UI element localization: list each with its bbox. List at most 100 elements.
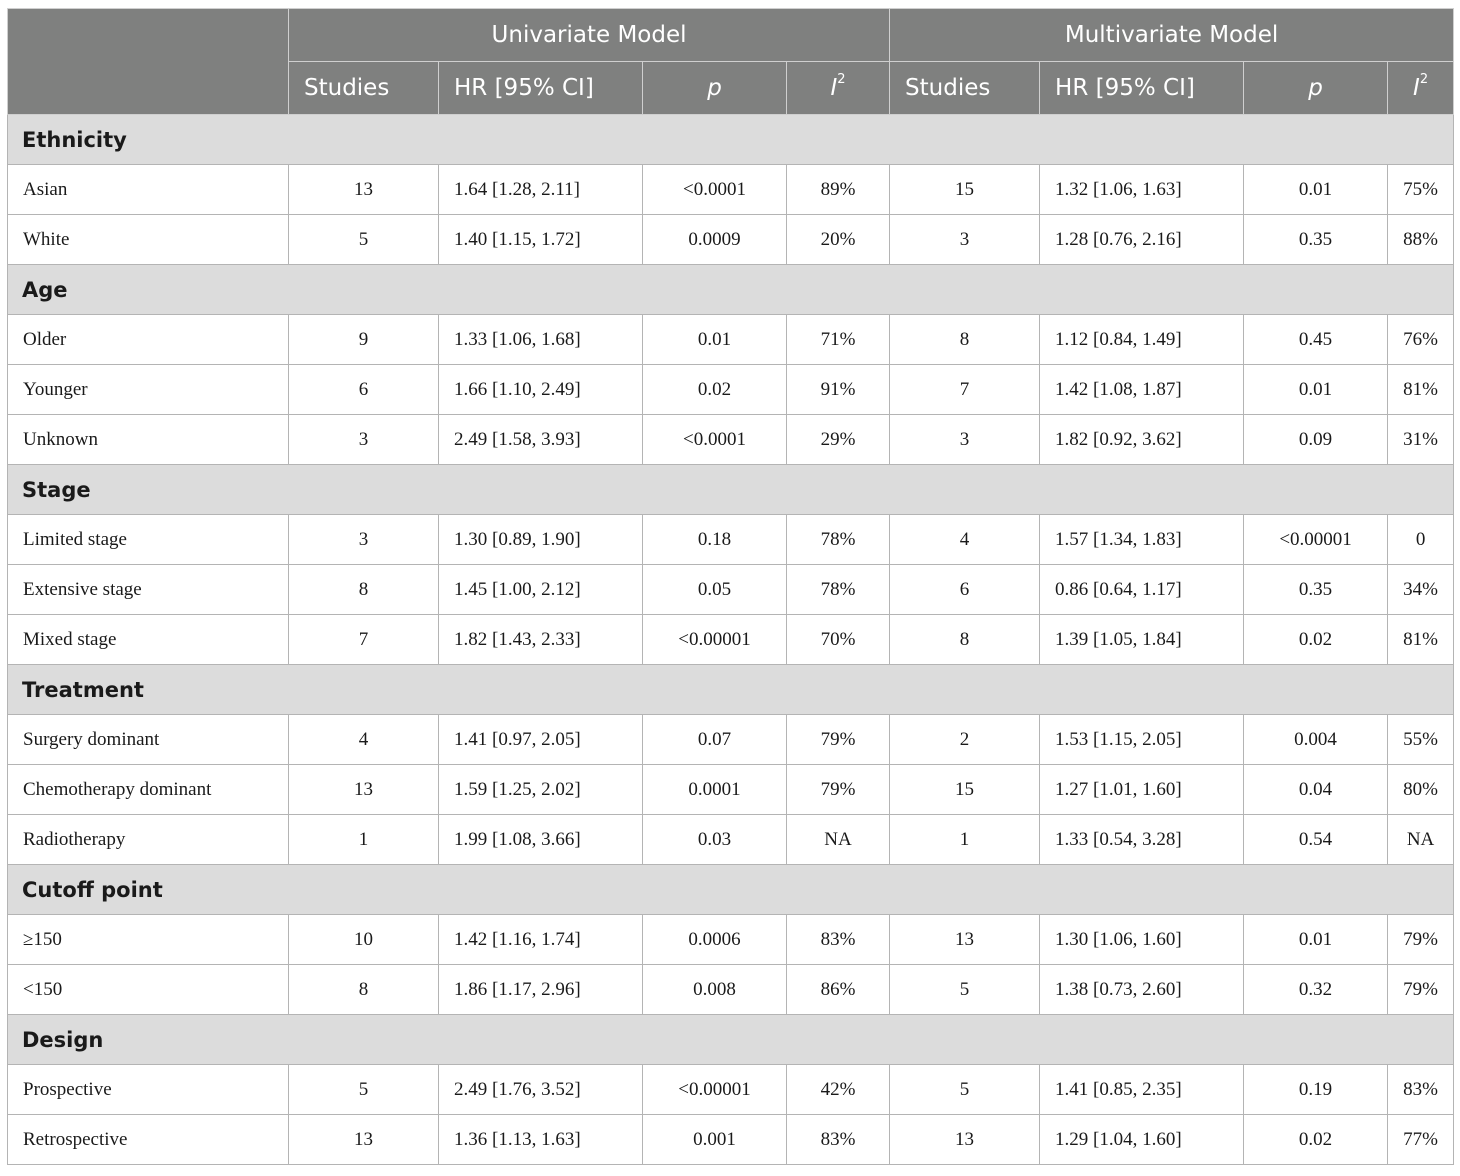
multivariate-hr-cell: 1.82 [0.92, 3.62] [1039, 414, 1245, 465]
multivariate-hr-cell: 1.33 [0.54, 3.28] [1039, 814, 1245, 865]
univariate-i2-cell: 20% [785, 214, 891, 265]
univariate-i2-cell: 42% [785, 1064, 891, 1115]
multivariate-hr-cell: 1.38 [0.73, 2.60] [1039, 964, 1245, 1015]
multivariate-i2-header: I2 [1387, 61, 1455, 115]
group-title: Stage [6, 464, 1455, 515]
multivariate-studies-cell: 3 [889, 214, 1041, 265]
univariate-hr-cell: 1.59 [1.25, 2.02] [438, 764, 643, 815]
univariate-i2-cell: 78% [785, 564, 891, 615]
multivariate-studies-cell: 5 [889, 964, 1041, 1015]
multivariate-studies-cell: 15 [889, 164, 1041, 215]
multivariate-p-cell: 0.54 [1243, 814, 1389, 865]
table-row: Older 9 1.33 [1.06, 1.68] 0.01 71% 8 1.12 [0.8… [7, 314, 1455, 365]
univariate-i2-cell: 70% [785, 614, 891, 665]
multivariate-i2-cell: 81% [1387, 364, 1455, 415]
univariate-hr-cell: 1.41 [0.97, 2.05] [438, 714, 643, 765]
univariate-studies-cell: 8 [288, 964, 439, 1015]
multivariate-i2-cell: 31% [1387, 414, 1455, 465]
multivariate-studies-cell: 6 [889, 564, 1041, 615]
multivariate-studies-cell: 7 [889, 364, 1041, 415]
univariate-hr-cell: 2.49 [1.58, 3.93] [438, 414, 643, 465]
univariate-p-cell: 0.0001 [642, 764, 787, 815]
table-row: Radiotherapy 1 1.99 [1.08, 3.66] 0.03 NA 1 1.3… [7, 814, 1455, 865]
row-label: Younger [7, 364, 289, 415]
multivariate-hr-cell: 1.32 [1.06, 1.63] [1039, 164, 1245, 215]
multivariate-studies-header: Studies [889, 61, 1041, 115]
univariate-p-header: p [642, 61, 787, 115]
univariate-hr-cell: 2.49 [1.76, 3.52] [438, 1064, 643, 1115]
univariate-hr-cell: 1.64 [1.28, 2.11] [438, 164, 643, 215]
table-row: Prospective 5 2.49 [1.76, 3.52] <0.00001 42%… [7, 1064, 1455, 1115]
multivariate-i2-cell: 80% [1387, 764, 1455, 815]
multivariate-hr-cell: 1.30 [1.06, 1.60] [1039, 914, 1245, 965]
univariate-p-cell: 0.01 [642, 314, 787, 365]
multivariate-p-cell: 0.32 [1243, 964, 1389, 1015]
group-header-row: Stage [6, 464, 1455, 515]
univariate-p-cell: 0.07 [642, 714, 787, 765]
table-row: White 5 1.40 [1.15, 1.72] 0.0009 20% 3 1.28 [0… [7, 214, 1455, 265]
multivariate-studies-cell: 13 [889, 1114, 1041, 1165]
row-label: Retrospective [7, 1114, 289, 1165]
row-label: Surgery dominant [7, 714, 289, 765]
multivariate-p-cell: 0.01 [1243, 914, 1389, 965]
univariate-i2-header: I2 [785, 61, 891, 115]
univariate-i2-cell: 29% [785, 414, 891, 465]
row-label: Unknown [7, 414, 289, 465]
multivariate-i2-cell: 77% [1387, 1114, 1455, 1165]
multivariate-hr-cell: 1.57 [1.34, 1.83] [1039, 514, 1245, 565]
multivariate-hr-cell: 1.29 [1.04, 1.60] [1039, 1114, 1245, 1165]
univariate-hr-cell: 1.40 [1.15, 1.72] [438, 214, 643, 265]
multivariate-p-cell: 0.01 [1243, 364, 1389, 415]
univariate-studies-cell: 3 [288, 414, 439, 465]
univariate-hr-cell: 1.86 [1.17, 2.96] [438, 964, 643, 1015]
univariate-p-cell: 0.008 [642, 964, 787, 1015]
multivariate-hr-cell: 1.12 [0.84, 1.49] [1039, 314, 1245, 365]
univariate-hr-cell: 1.30 [0.89, 1.90] [438, 514, 643, 565]
multivariate-p-cell: 0.35 [1243, 214, 1389, 265]
multivariate-i2-cell: 83% [1387, 1064, 1455, 1115]
multivariate-p-cell: 0.02 [1243, 614, 1389, 665]
multivariate-hr-cell: 1.39 [1.05, 1.84] [1039, 614, 1245, 665]
row-label: White [7, 214, 289, 265]
header-blank-cell [7, 8, 289, 115]
univariate-hr-cell: 1.66 [1.10, 2.49] [438, 364, 643, 415]
multivariate-header: Multivariate Model [889, 8, 1455, 62]
multivariate-p-cell: 0.35 [1243, 564, 1389, 615]
univariate-studies-cell: 5 [288, 1064, 439, 1115]
univariate-i2-cell: 79% [785, 714, 891, 765]
multivariate-studies-cell: 13 [889, 914, 1041, 965]
multivariate-p-cell: 0.19 [1243, 1064, 1389, 1115]
multivariate-studies-cell: 1 [889, 814, 1041, 865]
table-row: Chemotherapy dominant 13 1.59 [1.25, 2.02]… [7, 764, 1455, 815]
univariate-hr-cell: 1.82 [1.43, 2.33] [438, 614, 643, 665]
univariate-studies-cell: 10 [288, 914, 439, 965]
row-label: <150 [7, 964, 289, 1015]
table-body: Ethnicity Asian 13 1.64 [1.28, 2.11] <0.0001… [6, 114, 1455, 1165]
group-title: Cutoff point [6, 864, 1455, 915]
row-label: Asian [7, 164, 289, 215]
table-row: Extensive stage 8 1.45 [1.00, 2.12] 0.05 78%… [7, 564, 1455, 615]
univariate-studies-cell: 13 [288, 1114, 439, 1165]
multivariate-p-header: p [1243, 61, 1389, 115]
univariate-hr-cell: 1.99 [1.08, 3.66] [438, 814, 643, 865]
group-header-row: Treatment [6, 664, 1455, 715]
multivariate-studies-cell: 8 [889, 614, 1041, 665]
multivariate-i2-cell: NA [1387, 814, 1455, 865]
multivariate-i2-cell: 76% [1387, 314, 1455, 365]
univariate-p-cell: 0.05 [642, 564, 787, 615]
row-label: Chemotherapy dominant [7, 764, 289, 815]
univariate-i2-cell: 86% [785, 964, 891, 1015]
univariate-studies-cell: 1 [288, 814, 439, 865]
univariate-hr-cell: 1.33 [1.06, 1.68] [438, 314, 643, 365]
row-label: Mixed stage [7, 614, 289, 665]
table-row: Limited stage 3 1.30 [0.89, 1.90] 0.18 78% 4 1… [7, 514, 1455, 565]
multivariate-studies-cell: 15 [889, 764, 1041, 815]
univariate-p-cell: 0.18 [642, 514, 787, 565]
multivariate-p-cell: 0.01 [1243, 164, 1389, 215]
univariate-i2-cell: 83% [785, 914, 891, 965]
univariate-p-cell: <0.0001 [642, 164, 787, 215]
multivariate-studies-cell: 8 [889, 314, 1041, 365]
multivariate-studies-cell: 5 [889, 1064, 1041, 1115]
multivariate-i2-cell: 79% [1387, 964, 1455, 1015]
univariate-hr-cell: 1.45 [1.00, 2.12] [438, 564, 643, 615]
